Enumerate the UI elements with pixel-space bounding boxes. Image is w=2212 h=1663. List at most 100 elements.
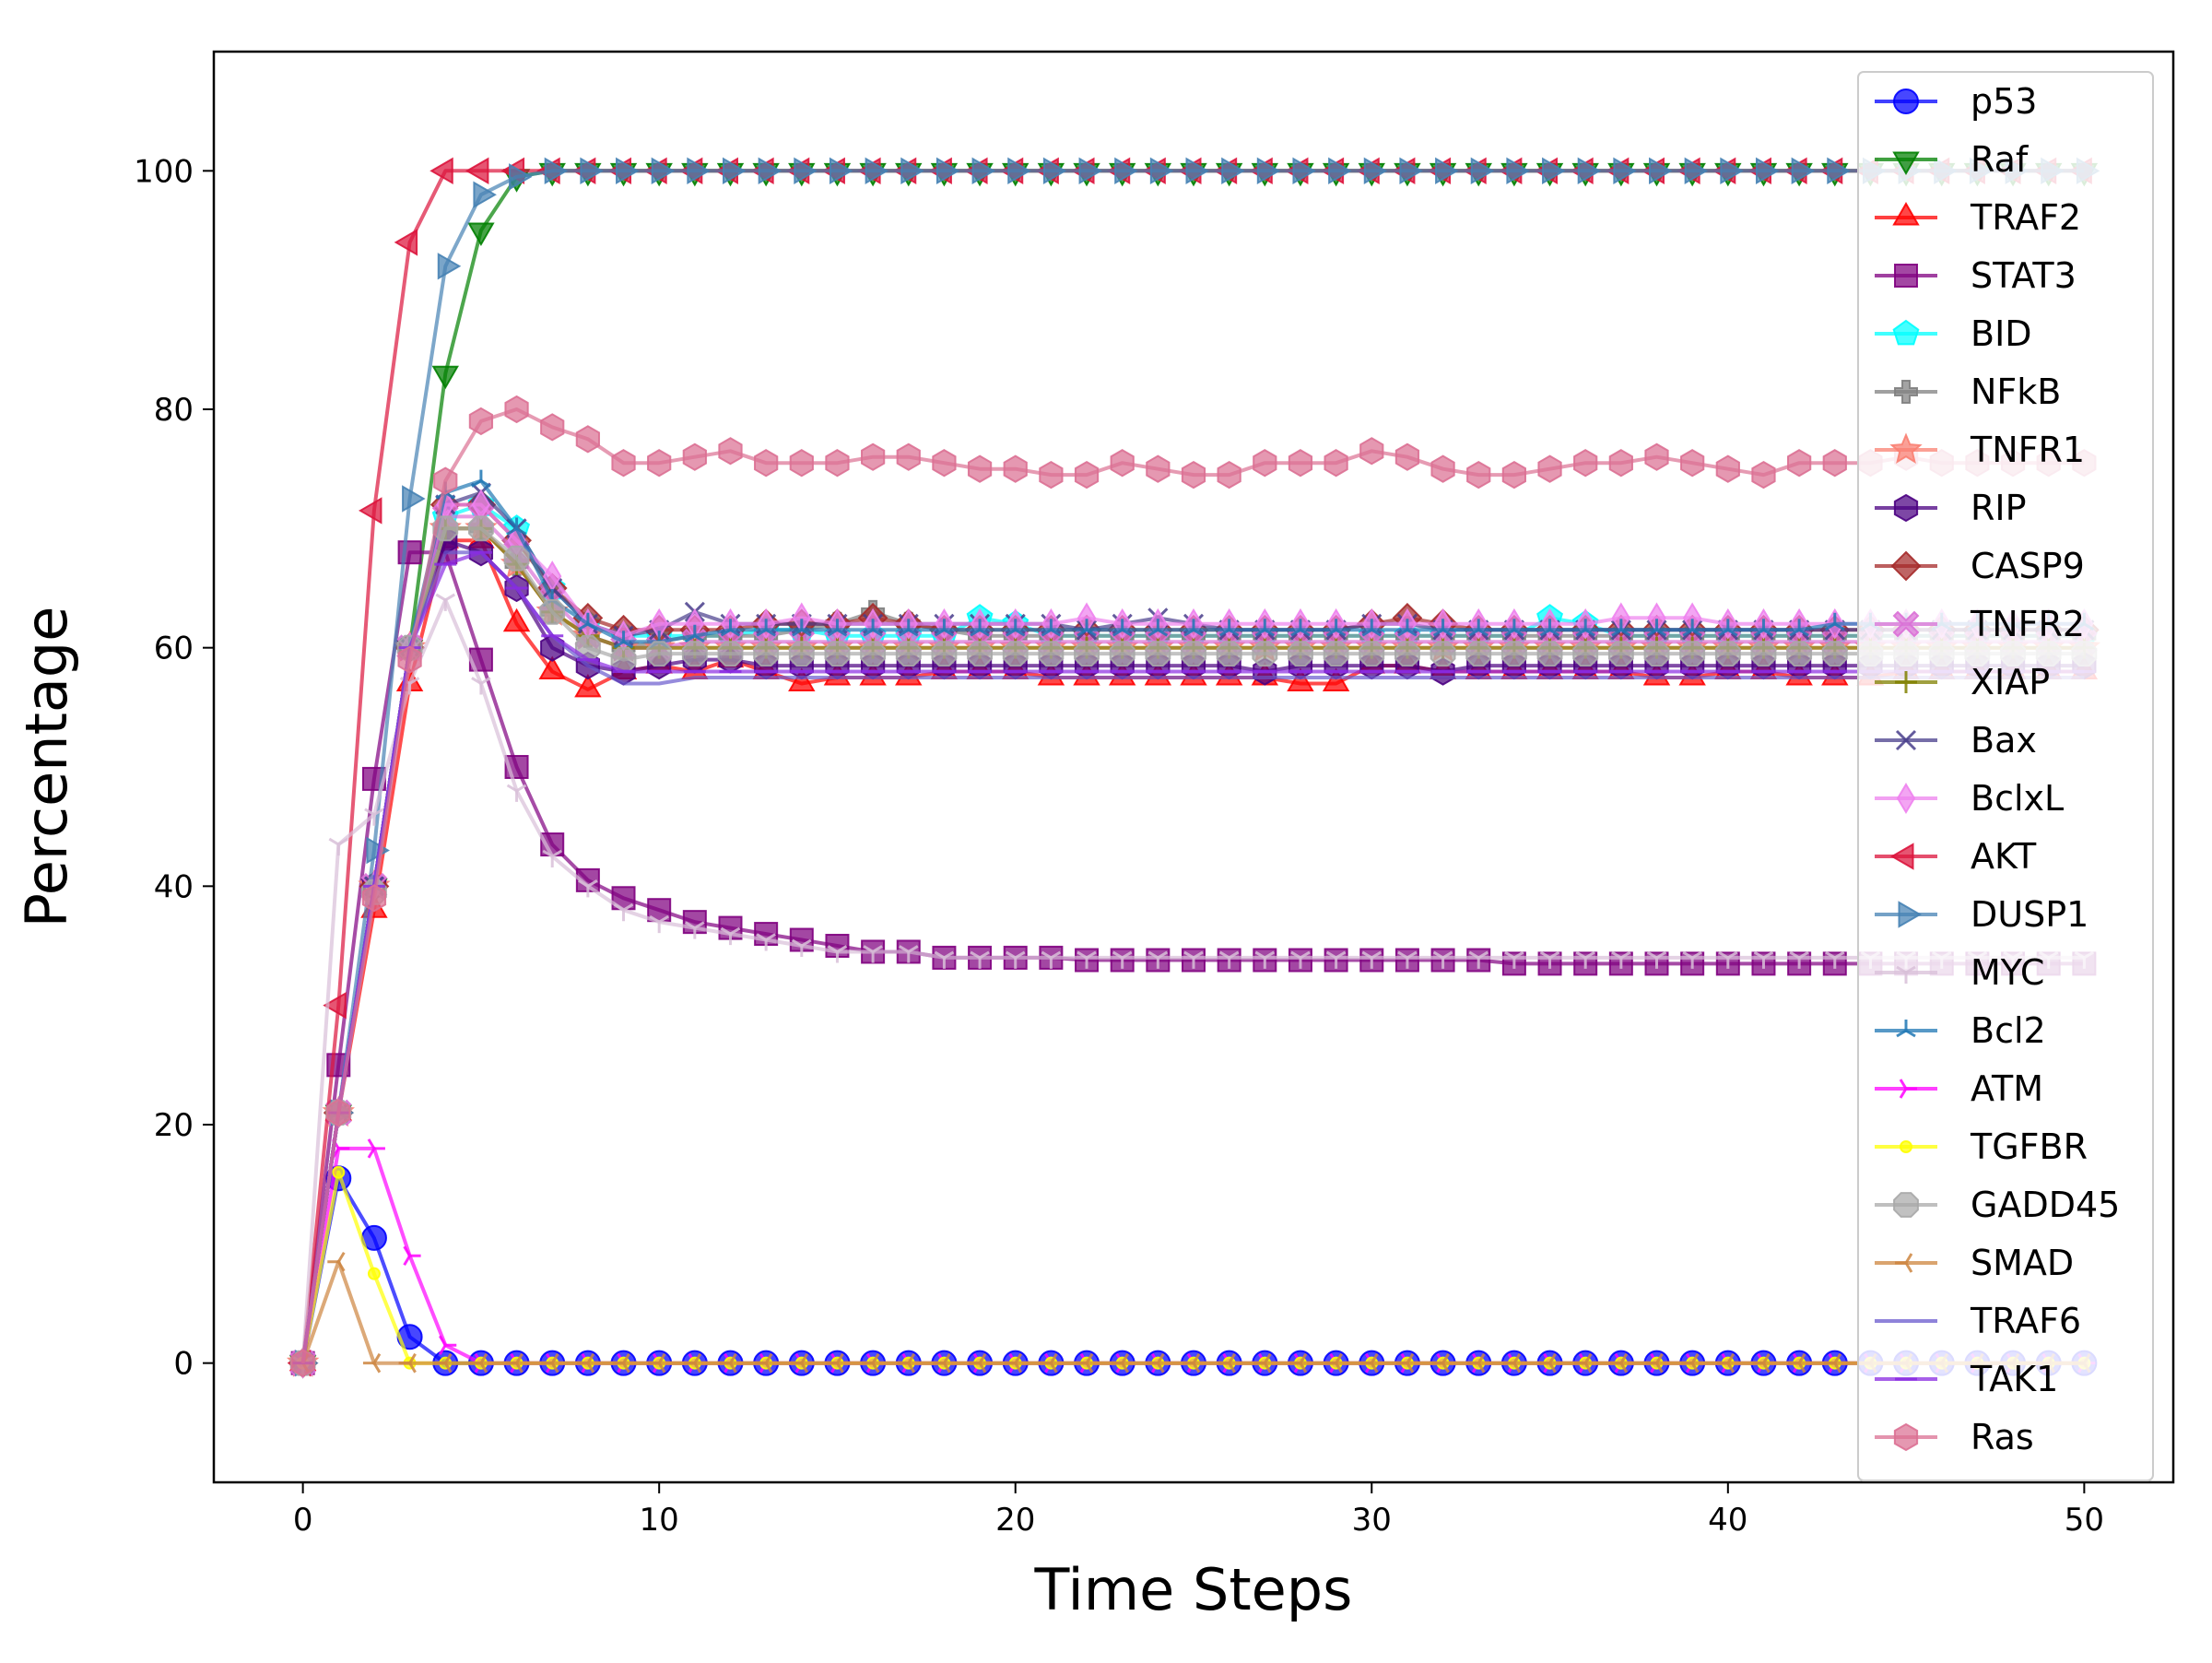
data-point-myc bbox=[1361, 950, 1382, 969]
legend-label-gadd45: GADD45 bbox=[1971, 1185, 2120, 1225]
data-point-ras bbox=[397, 645, 422, 674]
legend-entry-rip: RIP bbox=[1875, 488, 2027, 528]
data-point-gadd45 bbox=[1786, 641, 1813, 667]
data-point-traf2 bbox=[1287, 667, 1314, 691]
data-point-bclxl bbox=[792, 602, 811, 634]
data-point-gadd45 bbox=[1109, 641, 1135, 667]
axis-ticks: 0 10 20 30 40 50 0 20 40 60 80 100 bbox=[134, 153, 2104, 1539]
data-point-smad bbox=[1645, 1352, 1664, 1374]
data-point-gadd45 bbox=[717, 641, 744, 667]
data-point-dusp1 bbox=[865, 157, 889, 185]
legend-marker-bclxl bbox=[1896, 783, 1916, 814]
data-point-myc bbox=[720, 926, 741, 946]
data-point-bclxl bbox=[1682, 602, 1702, 634]
legend-frame bbox=[1857, 71, 2154, 1481]
data-point-dusp1 bbox=[544, 157, 569, 185]
legend-marker-bax bbox=[1895, 729, 1917, 751]
legend-label-dusp1: DUSP1 bbox=[1971, 894, 2088, 935]
data-point-dusp1 bbox=[1791, 157, 1816, 185]
data-point-dusp1 bbox=[829, 157, 853, 185]
data-point-ras bbox=[1608, 449, 1633, 478]
legend-marker-rip bbox=[1893, 493, 1919, 523]
data-point-bcl2 bbox=[1361, 619, 1382, 637]
data-point-dusp1 bbox=[1577, 157, 1602, 185]
data-point-gadd45 bbox=[1002, 641, 1029, 667]
data-point-smad bbox=[1609, 1352, 1629, 1374]
data-point-dusp1 bbox=[1185, 157, 1210, 185]
data-point-myc bbox=[792, 938, 812, 957]
data-point-ras bbox=[504, 395, 529, 424]
data-point-myc bbox=[328, 837, 349, 856]
data-point-bcl2 bbox=[1325, 619, 1347, 637]
data-point-dusp1 bbox=[1720, 157, 1744, 185]
data-point-smad bbox=[1538, 1352, 1557, 1374]
legend-entry-nfkb: NFkB bbox=[1875, 372, 2061, 412]
data-point-ras bbox=[1573, 449, 1598, 478]
data-point-dusp1 bbox=[1292, 157, 1316, 185]
legend-entry-smad: SMAD bbox=[1875, 1243, 2074, 1283]
data-point-myc bbox=[1290, 950, 1311, 969]
legend-marker-nfkb bbox=[1894, 380, 1918, 404]
data-point-ras bbox=[1537, 454, 1562, 483]
y-tick-label: 40 bbox=[154, 868, 194, 905]
legend-entry-ras: Ras bbox=[1875, 1417, 2034, 1457]
x-tick-label: 0 bbox=[293, 1502, 313, 1539]
data-point-raf bbox=[467, 222, 495, 247]
data-point-smad bbox=[1182, 1352, 1201, 1374]
data-point-atm bbox=[367, 1138, 385, 1159]
data-point-myc bbox=[898, 945, 919, 963]
legend-marker-casp9 bbox=[1890, 550, 1922, 582]
data-point-ras bbox=[754, 449, 779, 478]
data-point-myc bbox=[1254, 950, 1276, 969]
data-point-traf2 bbox=[788, 667, 816, 691]
data-point-dusp1 bbox=[1078, 157, 1103, 185]
legend-label-rip: RIP bbox=[1971, 488, 2027, 528]
data-point-myc bbox=[1753, 950, 1774, 969]
legend-entry-tgfbr: TGFBR bbox=[1875, 1126, 2088, 1167]
legend-label-myc: MYC bbox=[1971, 952, 2044, 993]
data-point-smad bbox=[612, 1352, 630, 1374]
data-point-tgfbr bbox=[367, 1267, 381, 1280]
legend-label-raf: Raf bbox=[1971, 139, 2030, 180]
data-point-dusp1 bbox=[1470, 157, 1495, 185]
data-point-gadd45 bbox=[931, 641, 958, 667]
legend-entry-p53: p53 bbox=[1875, 81, 2037, 122]
data-point-bcl2 bbox=[1575, 619, 1595, 637]
data-point-bcl2 bbox=[1254, 619, 1276, 637]
data-point-bcl2 bbox=[1077, 619, 1097, 637]
data-point-smad bbox=[469, 1352, 488, 1374]
data-point-gadd45 bbox=[1750, 641, 1777, 667]
data-point-dusp1 bbox=[1827, 157, 1851, 185]
data-point-smad bbox=[1288, 1352, 1308, 1374]
legend-marker-bid bbox=[1892, 319, 1920, 346]
data-point-myc bbox=[1325, 950, 1347, 969]
legend-entry-bcl2: Bcl2 bbox=[1875, 1010, 2046, 1051]
data-point-ras bbox=[1217, 460, 1241, 489]
data-point-traf2 bbox=[502, 607, 531, 632]
data-point-smad bbox=[434, 1352, 453, 1374]
data-point-dusp1 bbox=[1755, 157, 1780, 185]
data-point-myc bbox=[1611, 950, 1631, 969]
legend-marker-stat3 bbox=[1894, 264, 1918, 288]
data-point-ras bbox=[1466, 460, 1491, 489]
legend-label-stat3: STAT3 bbox=[1971, 255, 2077, 296]
series-traf6 bbox=[300, 550, 2085, 1363]
data-point-dusp1 bbox=[651, 157, 676, 185]
data-point-dusp1 bbox=[900, 157, 924, 185]
data-point-gadd45 bbox=[1074, 641, 1100, 667]
data-point-smad bbox=[1395, 1352, 1415, 1374]
data-point-gadd45 bbox=[1679, 641, 1706, 667]
x-tick-label: 20 bbox=[995, 1502, 1035, 1539]
data-point-myc bbox=[471, 677, 491, 695]
legend-label-bcl2: Bcl2 bbox=[1971, 1010, 2046, 1051]
legend-entry-tnfr2: TNFR2 bbox=[1875, 604, 2085, 644]
data-point-atm bbox=[438, 1335, 457, 1356]
data-point-smad bbox=[1716, 1352, 1735, 1374]
data-point-myc bbox=[613, 902, 634, 922]
data-point-dusp1 bbox=[509, 163, 533, 191]
legend-marker-tgfbr bbox=[1900, 1140, 1912, 1153]
data-point-bcl2 bbox=[1646, 619, 1667, 637]
data-point-dusp1 bbox=[794, 157, 818, 185]
data-point-bcl2 bbox=[756, 619, 776, 637]
data-point-dusp1 bbox=[1506, 157, 1530, 185]
